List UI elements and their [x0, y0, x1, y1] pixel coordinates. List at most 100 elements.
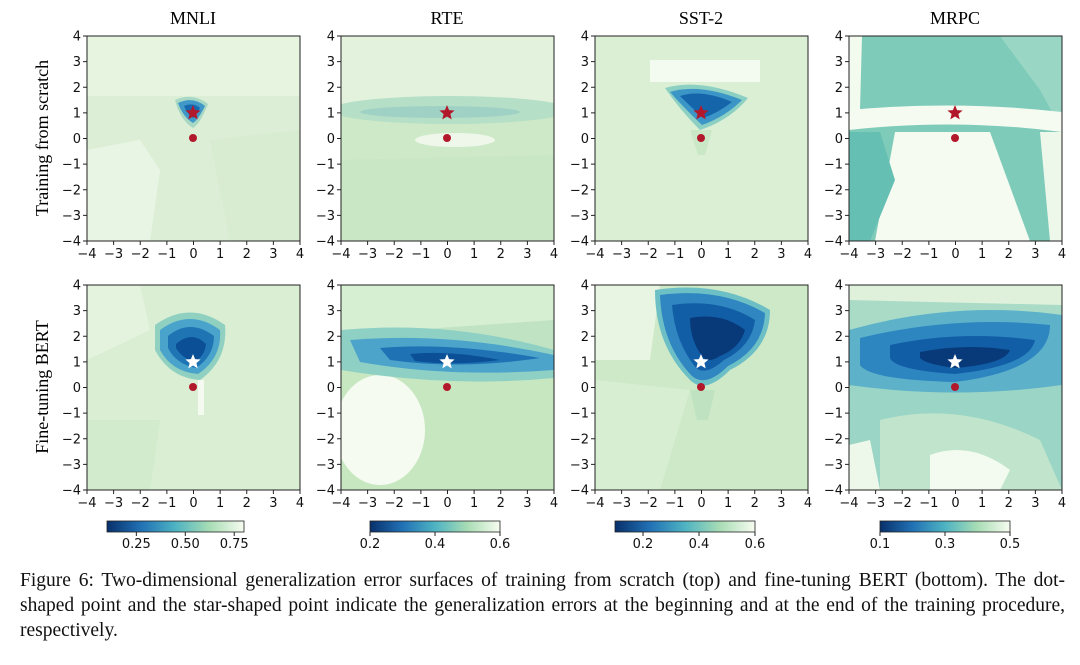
y-tick-label: −1: [316, 158, 335, 173]
y-tick-label: 1: [581, 106, 589, 121]
x-tick-label: 0: [443, 247, 451, 262]
x-tick-label: −4: [331, 247, 350, 262]
x-tick-label: 1: [724, 496, 732, 511]
col-title-sst2: SST-2: [679, 8, 723, 28]
y-tick-label: −2: [62, 183, 81, 198]
y-tick-label: 3: [835, 55, 843, 70]
y-tick-label: 4: [327, 30, 335, 45]
y-tick-label: −1: [824, 158, 843, 173]
y-tick-label: 4: [581, 30, 589, 45]
y-tick-label: −2: [570, 432, 589, 447]
start-dot-mrpc-finetune: [951, 383, 959, 391]
x-tick-label: 2: [751, 496, 759, 511]
x-tick-label: 0: [189, 247, 197, 262]
y-tick-label: −2: [62, 432, 81, 447]
start-dot-sst2-finetune: [697, 383, 705, 391]
x-tick-label: −4: [839, 247, 858, 262]
x-tick-label: −2: [893, 496, 912, 511]
x-tick-label: 0: [697, 247, 705, 262]
col-title-mrpc: MRPC: [930, 8, 980, 28]
y-tick-label: −1: [316, 407, 335, 422]
y-tick-label: −4: [824, 235, 843, 250]
y-tick-label: 1: [73, 106, 81, 121]
x-tick-label: 3: [1031, 496, 1039, 511]
x-tick-label: 4: [804, 247, 812, 262]
x-tick-label: −2: [385, 247, 404, 262]
panel-sst2-finetune: [594, 284, 809, 491]
x-tick-label: 3: [777, 247, 785, 262]
y-tick-label: 1: [835, 355, 843, 370]
x-tick-label: −3: [866, 247, 885, 262]
col-title-rte: RTE: [431, 8, 464, 28]
row-label-scratch: Training from scratch: [32, 60, 52, 216]
end-star-rte-scratch: [439, 105, 455, 120]
x-tick-label: −4: [585, 496, 604, 511]
x-tick-label: −1: [919, 496, 938, 511]
x-tick-label: −2: [893, 247, 912, 262]
col-title-mnli: MNLI: [170, 8, 216, 28]
x-tick-label: 2: [497, 496, 505, 511]
y-tick-label: 2: [835, 330, 843, 345]
x-tick-label: −2: [639, 496, 658, 511]
start-dot-rte-finetune: [443, 383, 451, 391]
start-dot-mnli-finetune: [189, 383, 197, 391]
x-tick-label: −3: [104, 247, 123, 262]
x-tick-label: −1: [157, 247, 176, 262]
x-tick-label: 1: [978, 247, 986, 262]
y-tick-label: 0: [73, 132, 81, 147]
y-tick-label: −3: [62, 458, 81, 473]
y-tick-label: 0: [327, 381, 335, 396]
colorbar-sst2: 0.2 0.4 0.6: [614, 520, 766, 552]
y-tick-label: −1: [570, 407, 589, 422]
x-tick-label: 4: [804, 496, 812, 511]
x-tick-label: −1: [411, 496, 430, 511]
x-tick-label: 1: [724, 247, 732, 262]
colorbar-tick-label: 0.50: [171, 537, 200, 552]
y-tick-label: −2: [570, 183, 589, 198]
colorbar-tick-label: 0.4: [689, 537, 710, 552]
colorbar-tick-label: 0.6: [745, 537, 766, 552]
colorbar-tick-label: 0.75: [220, 537, 249, 552]
x-tick-label: 4: [1058, 496, 1066, 511]
y-tick-label: 3: [73, 55, 81, 70]
x-tick-label: −1: [411, 247, 430, 262]
x-tick-label: 0: [189, 496, 197, 511]
y-tick-label: −1: [570, 158, 589, 173]
panel-rte-finetune: [340, 284, 555, 491]
figure-6: MNLI RTE SST-2 MRPC Training from scratc…: [32, 8, 1066, 552]
x-tick-label: −3: [104, 496, 123, 511]
panel-mnli-scratch: [86, 35, 301, 242]
x-tick-label: 1: [216, 496, 224, 511]
panel-mnli-finetune: [86, 284, 301, 491]
end-star-sst2-finetune: [693, 354, 709, 369]
y-tick-label: 1: [327, 106, 335, 121]
x-tick-label: 2: [243, 247, 251, 262]
end-star-sst2-scratch: [693, 105, 709, 120]
y-tick-label: 2: [327, 330, 335, 345]
y-tick-label: −4: [62, 235, 81, 250]
x-tick-label: −2: [131, 496, 150, 511]
start-dot-mrpc-scratch: [951, 134, 959, 142]
y-tick-label: −3: [824, 458, 843, 473]
colorbar-tick-label: 0.6: [490, 537, 511, 552]
x-tick-label: −4: [77, 247, 96, 262]
x-tick-label: 2: [1005, 496, 1013, 511]
x-tick-label: 1: [216, 247, 224, 262]
y-tick-label: 0: [581, 132, 589, 147]
x-tick-label: −4: [585, 247, 604, 262]
colorbar-tick-label: 0.25: [122, 537, 151, 552]
y-tick-label: −1: [62, 158, 81, 173]
x-tick-label: −4: [77, 496, 96, 511]
y-tick-label: −2: [824, 183, 843, 198]
y-tick-label: −3: [62, 209, 81, 224]
x-tick-label: −3: [358, 496, 377, 511]
y-tick-label: −3: [316, 458, 335, 473]
colorbar-tick-label: 0.1: [870, 537, 891, 552]
y-tick-label: 4: [327, 279, 335, 294]
colorbar-tick-label: 0.2: [633, 537, 654, 552]
y-tick-label: 1: [327, 355, 335, 370]
start-dot-sst2-scratch: [697, 134, 705, 142]
x-tick-label: 3: [1031, 247, 1039, 262]
panel-mrpc-scratch: [848, 35, 1063, 242]
start-dot-rte-scratch: [443, 134, 451, 142]
